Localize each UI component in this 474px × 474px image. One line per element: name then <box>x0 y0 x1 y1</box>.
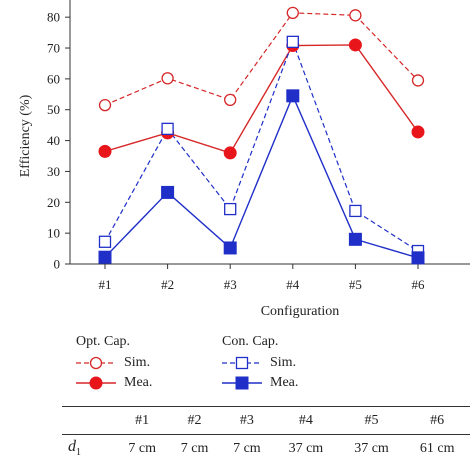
point-opt_mea <box>98 144 112 158</box>
legend-con-sim-marker <box>222 356 262 370</box>
point-con_mea <box>411 251 425 265</box>
x-tick-label: #6 <box>412 277 426 292</box>
table-cell: 37 cm <box>288 440 324 456</box>
point-opt_sim <box>161 72 174 85</box>
y-tick-label: 10 <box>47 226 60 241</box>
row-label-d1-sub: 1 <box>76 447 81 459</box>
table-cell: 37 cm <box>354 440 389 456</box>
series-line-con_mea <box>104 94 419 259</box>
point-con_mea <box>286 89 300 103</box>
configuration-table: #1 #2 #3 #4 #5 #6 d1 7 cm 7 cm 7 cm 37 c… <box>62 406 470 462</box>
legend-opt-sim: Sim. <box>74 355 150 371</box>
table-header-cell: #5 <box>338 406 405 435</box>
point-con_sim <box>98 235 112 248</box>
series-line-con_sim <box>104 40 419 252</box>
point-con_mea <box>98 250 112 264</box>
y-axis-label: Efficiency (%) <box>18 94 33 177</box>
y-tick-label: 80 <box>47 10 60 25</box>
y-tick-label: 0 <box>54 257 61 272</box>
point-con_sim <box>286 35 299 49</box>
x-tick-label: #1 <box>99 277 112 292</box>
x-tick-label: #2 <box>161 277 174 292</box>
x-tick-label: #5 <box>349 277 362 292</box>
series-line-opt_mea <box>104 44 419 154</box>
point-opt_sim <box>224 93 237 107</box>
row-label-d1: d1 <box>62 435 116 463</box>
point-con_mea <box>161 185 175 199</box>
efficiency-chart: 0 10 20 30 40 50 60 70 80 #1 #2 #3 #4 #5 #6 Efficiency… <box>18 0 470 319</box>
point-opt_sim <box>286 6 299 20</box>
legend-con-sim: Sim. <box>220 355 296 371</box>
y-tick-label: 30 <box>47 164 60 179</box>
y-tick-label: 70 <box>47 41 60 56</box>
point-opt_mea <box>223 146 237 160</box>
x-axis-label: Configuration <box>261 304 340 319</box>
y-tick-label: 20 <box>47 195 60 210</box>
y-tick-label: 60 <box>47 71 60 86</box>
table-header-row: #1 #2 #3 #4 #5 #6 <box>62 406 470 435</box>
row-label-d1-text: d <box>68 438 76 456</box>
legend-opt-title: Opt. Cap. <box>76 334 131 349</box>
table-header-cell: #1 <box>116 406 169 435</box>
point-opt_mea <box>348 38 362 52</box>
point-con_mea <box>348 232 362 246</box>
point-opt_sim <box>98 98 112 112</box>
legend-con-title: Con. Cap. <box>222 334 279 349</box>
point-con_sim <box>224 202 237 216</box>
chart-axes: 0 10 20 30 40 50 60 70 80 #1 #2 #3 #4 #5 #6 <box>47 0 470 292</box>
table-cell: 61 cm <box>419 440 455 456</box>
point-con_sim <box>161 122 174 136</box>
legend-con-mea-marker <box>222 376 262 390</box>
point-con_sim <box>349 204 362 218</box>
point-con_mea <box>223 241 237 255</box>
table-row-d1: d1 7 cm 7 cm 7 cm 37 cm 37 cm 61 cm <box>62 435 470 463</box>
legend-opt-mea-marker <box>76 376 116 390</box>
point-opt_sim <box>411 74 425 87</box>
y-tick-label: 50 <box>47 102 60 117</box>
table-header-cell: #6 <box>404 406 470 435</box>
table-cell: 7 cm <box>233 440 261 456</box>
legend-opt-mea: Mea. <box>74 375 152 391</box>
legend-opt-mea-label: Mea. <box>124 375 153 390</box>
legend-opt-sim-marker <box>76 356 116 370</box>
table-header-cell: #2 <box>168 406 221 435</box>
point-opt_sim <box>349 9 362 22</box>
legend-opt-sim-label: Sim. <box>124 355 151 370</box>
x-tick-label: #3 <box>224 277 237 292</box>
y-tick-label: 40 <box>47 133 60 148</box>
point-opt_mea <box>411 125 425 139</box>
table-header-cell: #4 <box>273 406 339 435</box>
legend-con-mea: Mea. <box>220 375 298 391</box>
legend-con-mea-label: Mea. <box>270 375 299 390</box>
legend-con-sim-label: Sim. <box>270 355 297 370</box>
chart-series <box>98 6 425 265</box>
table-cell: 7 cm <box>128 440 156 456</box>
table-cell: 7 cm <box>180 440 209 456</box>
series-line-opt_sim <box>104 12 419 106</box>
x-tick-label: #4 <box>286 277 300 292</box>
table-header-corner <box>62 406 116 435</box>
table-header-cell: #3 <box>220 406 274 435</box>
